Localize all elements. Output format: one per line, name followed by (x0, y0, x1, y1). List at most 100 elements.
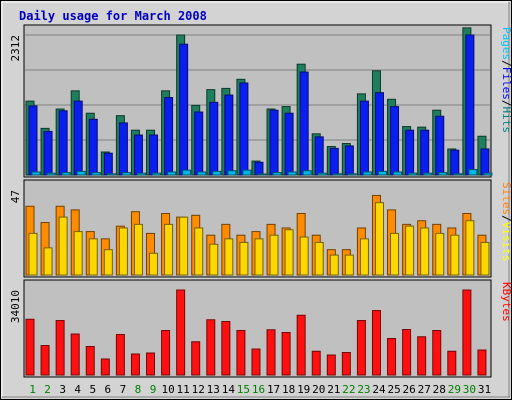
bar-pages-day-13 (212, 170, 222, 176)
legend-entry: KBytes (500, 282, 512, 322)
bar-files-day-20 (314, 136, 324, 176)
panel-legend: Sites/Visits (500, 182, 512, 262)
bar-sites-day-10 (164, 223, 174, 276)
bar-kbytes-day-31 (477, 349, 487, 376)
bar-kbytes-day-1 (25, 318, 35, 376)
bar-sites-day-12 (194, 227, 204, 276)
day-label-20: 20 (312, 383, 325, 396)
bar-sites-day-8 (133, 223, 143, 276)
day-label-2: 2 (44, 383, 51, 396)
day-label-25: 25 (387, 383, 400, 396)
bar-pages-day-6 (106, 173, 116, 176)
bar-kbytes-day-2 (40, 345, 50, 376)
bar-sites-day-23 (359, 238, 369, 276)
bar-files-day-13 (209, 101, 219, 176)
bar-pages-day-21 (332, 173, 342, 176)
bar-files-day-7 (118, 122, 128, 176)
bar-files-day-2 (43, 130, 53, 176)
bar-sites-day-11 (179, 216, 189, 276)
bar-files-day-27 (420, 129, 430, 176)
bar-sites-day-1 (28, 232, 38, 276)
bar-files-day-8 (133, 134, 143, 176)
bar-kbytes-day-24 (371, 310, 381, 376)
bar-files-day-19 (299, 71, 309, 176)
bar-pages-day-1 (31, 171, 41, 176)
bar-sites-day-15 (239, 241, 249, 276)
bar-sites-day-7 (118, 227, 128, 276)
panel-legend: Pages/Files/Hits (500, 27, 512, 133)
bar-sites-day-24 (374, 202, 384, 276)
bar-files-day-16 (254, 161, 264, 176)
bar-pages-day-9 (152, 172, 162, 176)
bar-kbytes-day-19 (296, 314, 306, 376)
bar-sites-day-27 (420, 227, 430, 276)
day-label-26: 26 (403, 383, 416, 396)
day-label-27: 27 (418, 383, 431, 396)
bar-pages-day-8 (136, 172, 146, 176)
bar-kbytes-day-21 (326, 354, 336, 376)
day-label-16: 16 (252, 383, 265, 396)
day-label-10: 10 (161, 383, 174, 396)
day-label-21: 21 (327, 383, 340, 396)
y-max-label: 2312 (9, 35, 22, 62)
bar-pages-day-10 (167, 171, 177, 176)
bar-files-day-11 (179, 43, 189, 176)
day-label-12: 12 (192, 383, 205, 396)
bar-kbytes-day-5 (85, 346, 95, 376)
day-label-9: 9 (150, 383, 157, 396)
bar-sites-day-9 (149, 252, 159, 276)
bar-kbytes-day-11 (176, 289, 186, 376)
bar-files-day-9 (149, 134, 159, 176)
bar-files-day-3 (58, 110, 68, 176)
day-label-24: 24 (372, 383, 386, 396)
bar-kbytes-day-6 (100, 358, 110, 376)
legend-entry: Files (500, 67, 512, 100)
day-label-17: 17 (267, 383, 280, 396)
bar-pages-day-3 (61, 172, 71, 176)
y-max-label: 47 (9, 190, 22, 203)
bar-kbytes-day-20 (311, 350, 321, 376)
legend-entry: / (500, 60, 512, 67)
bar-sites-day-21 (329, 254, 339, 276)
bar-sites-day-18 (284, 229, 294, 276)
day-label-30: 30 (463, 383, 476, 396)
bar-pages-day-27 (423, 172, 433, 176)
bar-pages-day-5 (91, 172, 101, 176)
bar-pages-day-24 (377, 170, 387, 176)
bar-files-day-23 (359, 100, 369, 176)
bar-sites-day-3 (58, 216, 68, 276)
day-label-29: 29 (448, 383, 461, 396)
day-label-22: 22 (342, 383, 355, 396)
bar-sites-day-16 (254, 238, 264, 276)
panel-hits-files-pages: 2312 Pages/Files/Hits (9, 24, 512, 178)
day-label-4: 4 (74, 383, 81, 396)
bar-sites-day-29 (450, 234, 460, 276)
bar-files-day-21 (329, 147, 339, 176)
panel-visits-sites: 47 Sites/Visits (9, 179, 512, 278)
bar-files-day-18 (284, 112, 294, 176)
bar-kbytes-day-4 (70, 333, 80, 376)
panel-kbytes: 34010 KBytes (9, 279, 512, 378)
bar-files-day-25 (390, 106, 400, 176)
legend-entry: / (500, 100, 512, 107)
bar-pages-day-29 (453, 173, 463, 176)
bar-pages-day-22 (347, 173, 357, 176)
bar-sites-day-31 (480, 241, 490, 276)
bar-files-day-4 (73, 100, 83, 176)
bar-sites-day-2 (43, 247, 53, 276)
bar-files-day-31 (480, 148, 490, 176)
bar-files-day-28 (435, 115, 445, 176)
bar-pages-day-23 (362, 171, 372, 176)
panel-legend: KBytes (500, 282, 512, 322)
bar-pages-day-16 (257, 173, 267, 176)
bar-sites-day-19 (299, 236, 309, 276)
bar-kbytes-day-29 (447, 350, 457, 376)
y-max-label: 34010 (9, 290, 22, 323)
bar-kbytes-day-7 (115, 334, 125, 376)
bar-sites-day-13 (209, 243, 219, 276)
bar-kbytes-day-16 (251, 348, 261, 376)
day-label-11: 11 (177, 383, 190, 396)
bar-files-day-5 (88, 118, 98, 176)
day-label-1: 1 (29, 383, 36, 396)
